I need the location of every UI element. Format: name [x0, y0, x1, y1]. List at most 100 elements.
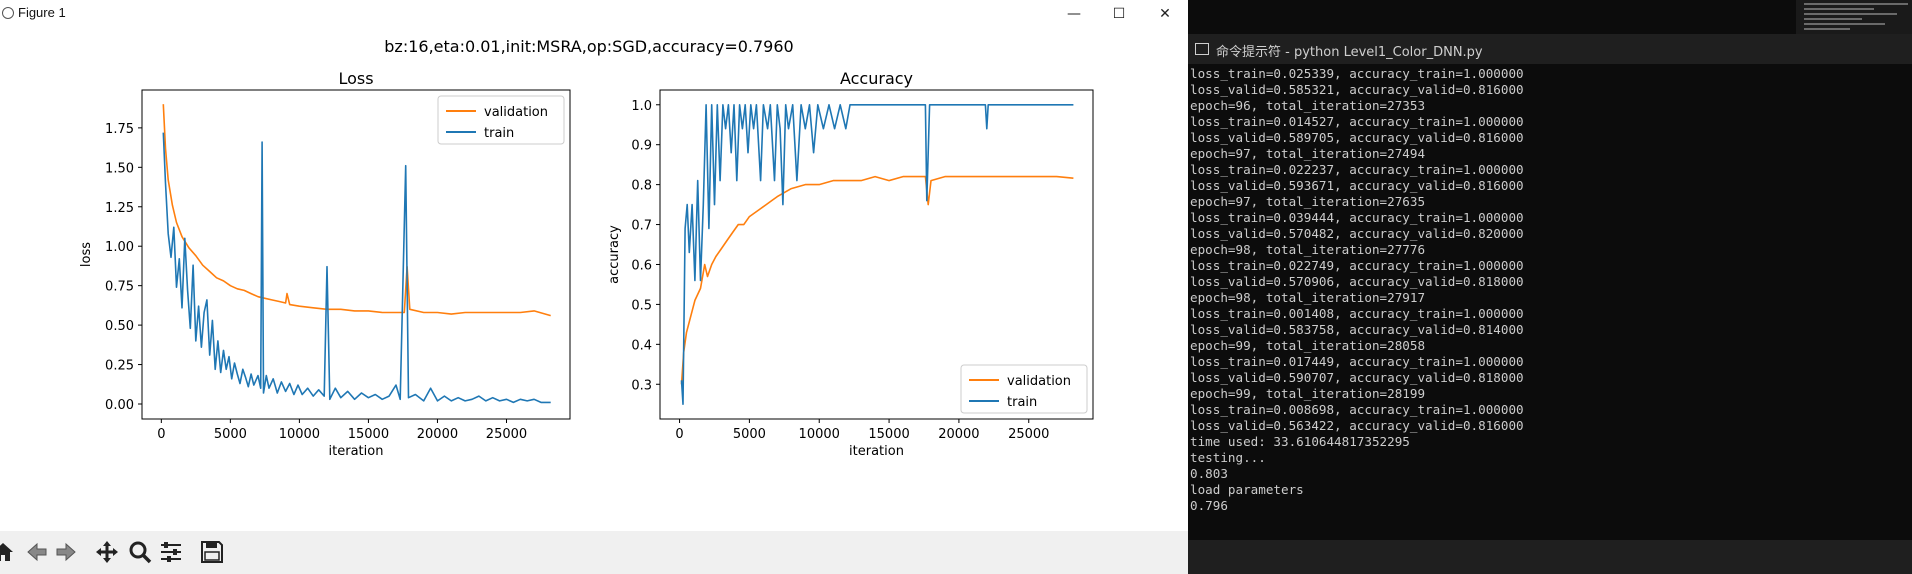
- axes-title: Accuracy: [840, 69, 913, 88]
- y-tick-label: 0.9: [631, 139, 652, 154]
- console-line: loss_train=0.014527, accuracy_train=1.00…: [1190, 114, 1524, 129]
- console-line: loss_valid=0.585321, accuracy_valid=0.81…: [1190, 82, 1524, 97]
- console-line: loss_train=0.022749, accuracy_train=1.00…: [1190, 258, 1524, 273]
- console-output[interactable]: loss_train=0.025339, accuracy_train=1.00…: [1190, 66, 1524, 514]
- console-line: loss_valid=0.570906, accuracy_valid=0.81…: [1190, 274, 1524, 289]
- y-tick-label: 1.75: [105, 122, 134, 137]
- home-icon[interactable]: [0, 539, 16, 565]
- x-tick-label: 10000: [799, 427, 840, 442]
- console-line: 0.803: [1190, 466, 1228, 481]
- console-line: epoch=97, total_iteration=27635: [1190, 194, 1426, 209]
- y-tick-label: 0.25: [105, 359, 134, 374]
- legend-label-train: train: [484, 126, 514, 141]
- series-line-train: [162, 132, 551, 404]
- x-tick-label: 0: [675, 427, 683, 442]
- console-line: loss_train=0.025339, accuracy_train=1.00…: [1190, 66, 1524, 81]
- figure-icon: [2, 7, 14, 19]
- console-line: epoch=98, total_iteration=27917: [1190, 290, 1426, 305]
- loss-axes: 0 5000 10000 15000 20000 25000 0.00 0.25 0.50 0.7…: [79, 69, 571, 459]
- console-line: loss_valid=0.583758, accuracy_valid=0.81…: [1190, 322, 1524, 337]
- console-line: loss_valid=0.570482, accuracy_valid=0.82…: [1190, 226, 1524, 241]
- navigation-toolbar: [0, 531, 1188, 574]
- y-tick-label: 0.75: [105, 280, 134, 295]
- console-line: loss_valid=0.589705, accuracy_valid=0.81…: [1190, 130, 1524, 145]
- console-line: loss_train=0.008698, accuracy_train=1.00…: [1190, 402, 1524, 417]
- plot-area: [142, 90, 570, 419]
- matplotlib-figure-window: Figure 1 — ☐ ✕ bz:16,eta:0.01,init:MSRA,…: [0, 0, 1188, 574]
- console-line: epoch=97, total_iteration=27494: [1190, 146, 1426, 161]
- window-title: Figure 1: [18, 5, 66, 20]
- x-tick-label: 0: [157, 427, 165, 442]
- taskbar-thumbnail: [1796, 0, 1912, 34]
- console-line: loss_valid=0.593671, accuracy_valid=0.81…: [1190, 178, 1524, 193]
- x-tick-label: 15000: [868, 427, 909, 442]
- y-tick-label: 0.8: [631, 179, 652, 194]
- console-line: loss_valid=0.590707, accuracy_valid=0.81…: [1190, 370, 1524, 385]
- console-line: loss_train=0.001408, accuracy_train=1.00…: [1190, 306, 1524, 321]
- y-tick-label: 1.50: [105, 161, 134, 176]
- legend: validation train: [437, 95, 565, 145]
- y-axis-label: loss: [79, 242, 94, 267]
- forward-icon[interactable]: [53, 539, 79, 565]
- console-bottom-bar: [1188, 540, 1912, 574]
- window-titlebar: Figure 1 — ☐ ✕: [0, 0, 1188, 28]
- y-tick-label: 0.4: [631, 338, 652, 353]
- console-line: loss_train=0.017449, accuracy_train=1.00…: [1190, 354, 1524, 369]
- back-icon[interactable]: [24, 539, 50, 565]
- y-tick-label: 1.25: [105, 201, 134, 216]
- x-tick-label: 5000: [733, 427, 766, 442]
- axes-title: Loss: [338, 69, 373, 88]
- console-line: loss_train=0.022237, accuracy_train=1.00…: [1190, 162, 1524, 177]
- configure-icon[interactable]: [158, 539, 184, 565]
- figure-suptitle: bz:16,eta:0.01,init:MSRA,op:SGD,accuracy…: [384, 37, 793, 56]
- x-axis-label: iteration: [329, 444, 384, 459]
- series-line-validation: [680, 175, 1074, 385]
- console-line: epoch=98, total_iteration=27776: [1190, 242, 1426, 257]
- console-titlebar: 命令提示符 - python Level1_Color_DNN.py: [1188, 34, 1912, 64]
- x-tick-label: 10000: [279, 427, 320, 442]
- maximize-button[interactable]: ☐: [1112, 6, 1126, 22]
- accuracy-axes: 0 5000 10000 15000 20000 25000 0.3 0.4 0.5 0.6 0.7…: [607, 69, 1094, 459]
- console-line: time used: 33.610644817352295: [1190, 434, 1410, 449]
- zoom-icon[interactable]: [127, 539, 153, 565]
- x-tick-label: 15000: [348, 427, 389, 442]
- console-line: testing...: [1190, 450, 1266, 465]
- y-tick-label: 1.00: [105, 240, 134, 255]
- x-tick-label: 20000: [417, 427, 458, 442]
- y-tick-label: 0.3: [631, 378, 652, 393]
- console-line: epoch=99, total_iteration=28058: [1190, 338, 1426, 353]
- axes-frame: [659, 89, 1094, 420]
- console-line: epoch=96, total_iteration=27353: [1190, 98, 1426, 113]
- y-tick-label: 0.6: [631, 258, 652, 273]
- x-tick-label: 20000: [938, 427, 979, 442]
- command-prompt-window: 命令提示符 - python Level1_Color_DNN.py loss_…: [1188, 0, 1912, 574]
- y-axis-label: accuracy: [607, 225, 622, 284]
- series-line-train: [680, 104, 1074, 405]
- x-tick-label: 25000: [1008, 427, 1049, 442]
- y-tick-label: 1.0: [631, 99, 652, 114]
- x-tick-label: 25000: [486, 427, 527, 442]
- series-line-validation: [162, 104, 551, 317]
- y-tick-label: 0.00: [105, 398, 134, 413]
- pan-icon[interactable]: [94, 539, 120, 565]
- figure-canvas: bz:16,eta:0.01,init:MSRA,op:SGD,accuracy…: [79, 37, 1094, 459]
- y-tick-label: 0.7: [631, 219, 652, 234]
- console-line: loss_valid=0.563422, accuracy_valid=0.81…: [1190, 418, 1524, 433]
- minimize-button[interactable]: —: [1067, 6, 1081, 22]
- close-button[interactable]: ✕: [1159, 6, 1171, 22]
- save-icon[interactable]: [199, 539, 225, 565]
- console-line: epoch=99, total_iteration=28199: [1190, 386, 1426, 401]
- console-line: 0.796: [1190, 498, 1228, 513]
- legend-label-train: train: [1007, 395, 1037, 410]
- console-icon: [1195, 43, 1209, 55]
- axes-frame: [141, 89, 571, 420]
- y-tick-label: 0.5: [631, 298, 652, 313]
- legend-label-validation: validation: [1007, 374, 1071, 389]
- y-tick-label: 0.50: [105, 319, 134, 334]
- x-tick-label: 5000: [214, 427, 247, 442]
- x-axis-label: iteration: [849, 444, 904, 459]
- legend: validation train: [960, 364, 1088, 414]
- console-line: loss_train=0.039444, accuracy_train=1.00…: [1190, 210, 1524, 225]
- legend-label-validation: validation: [484, 105, 548, 120]
- console-line: load parameters: [1190, 482, 1304, 497]
